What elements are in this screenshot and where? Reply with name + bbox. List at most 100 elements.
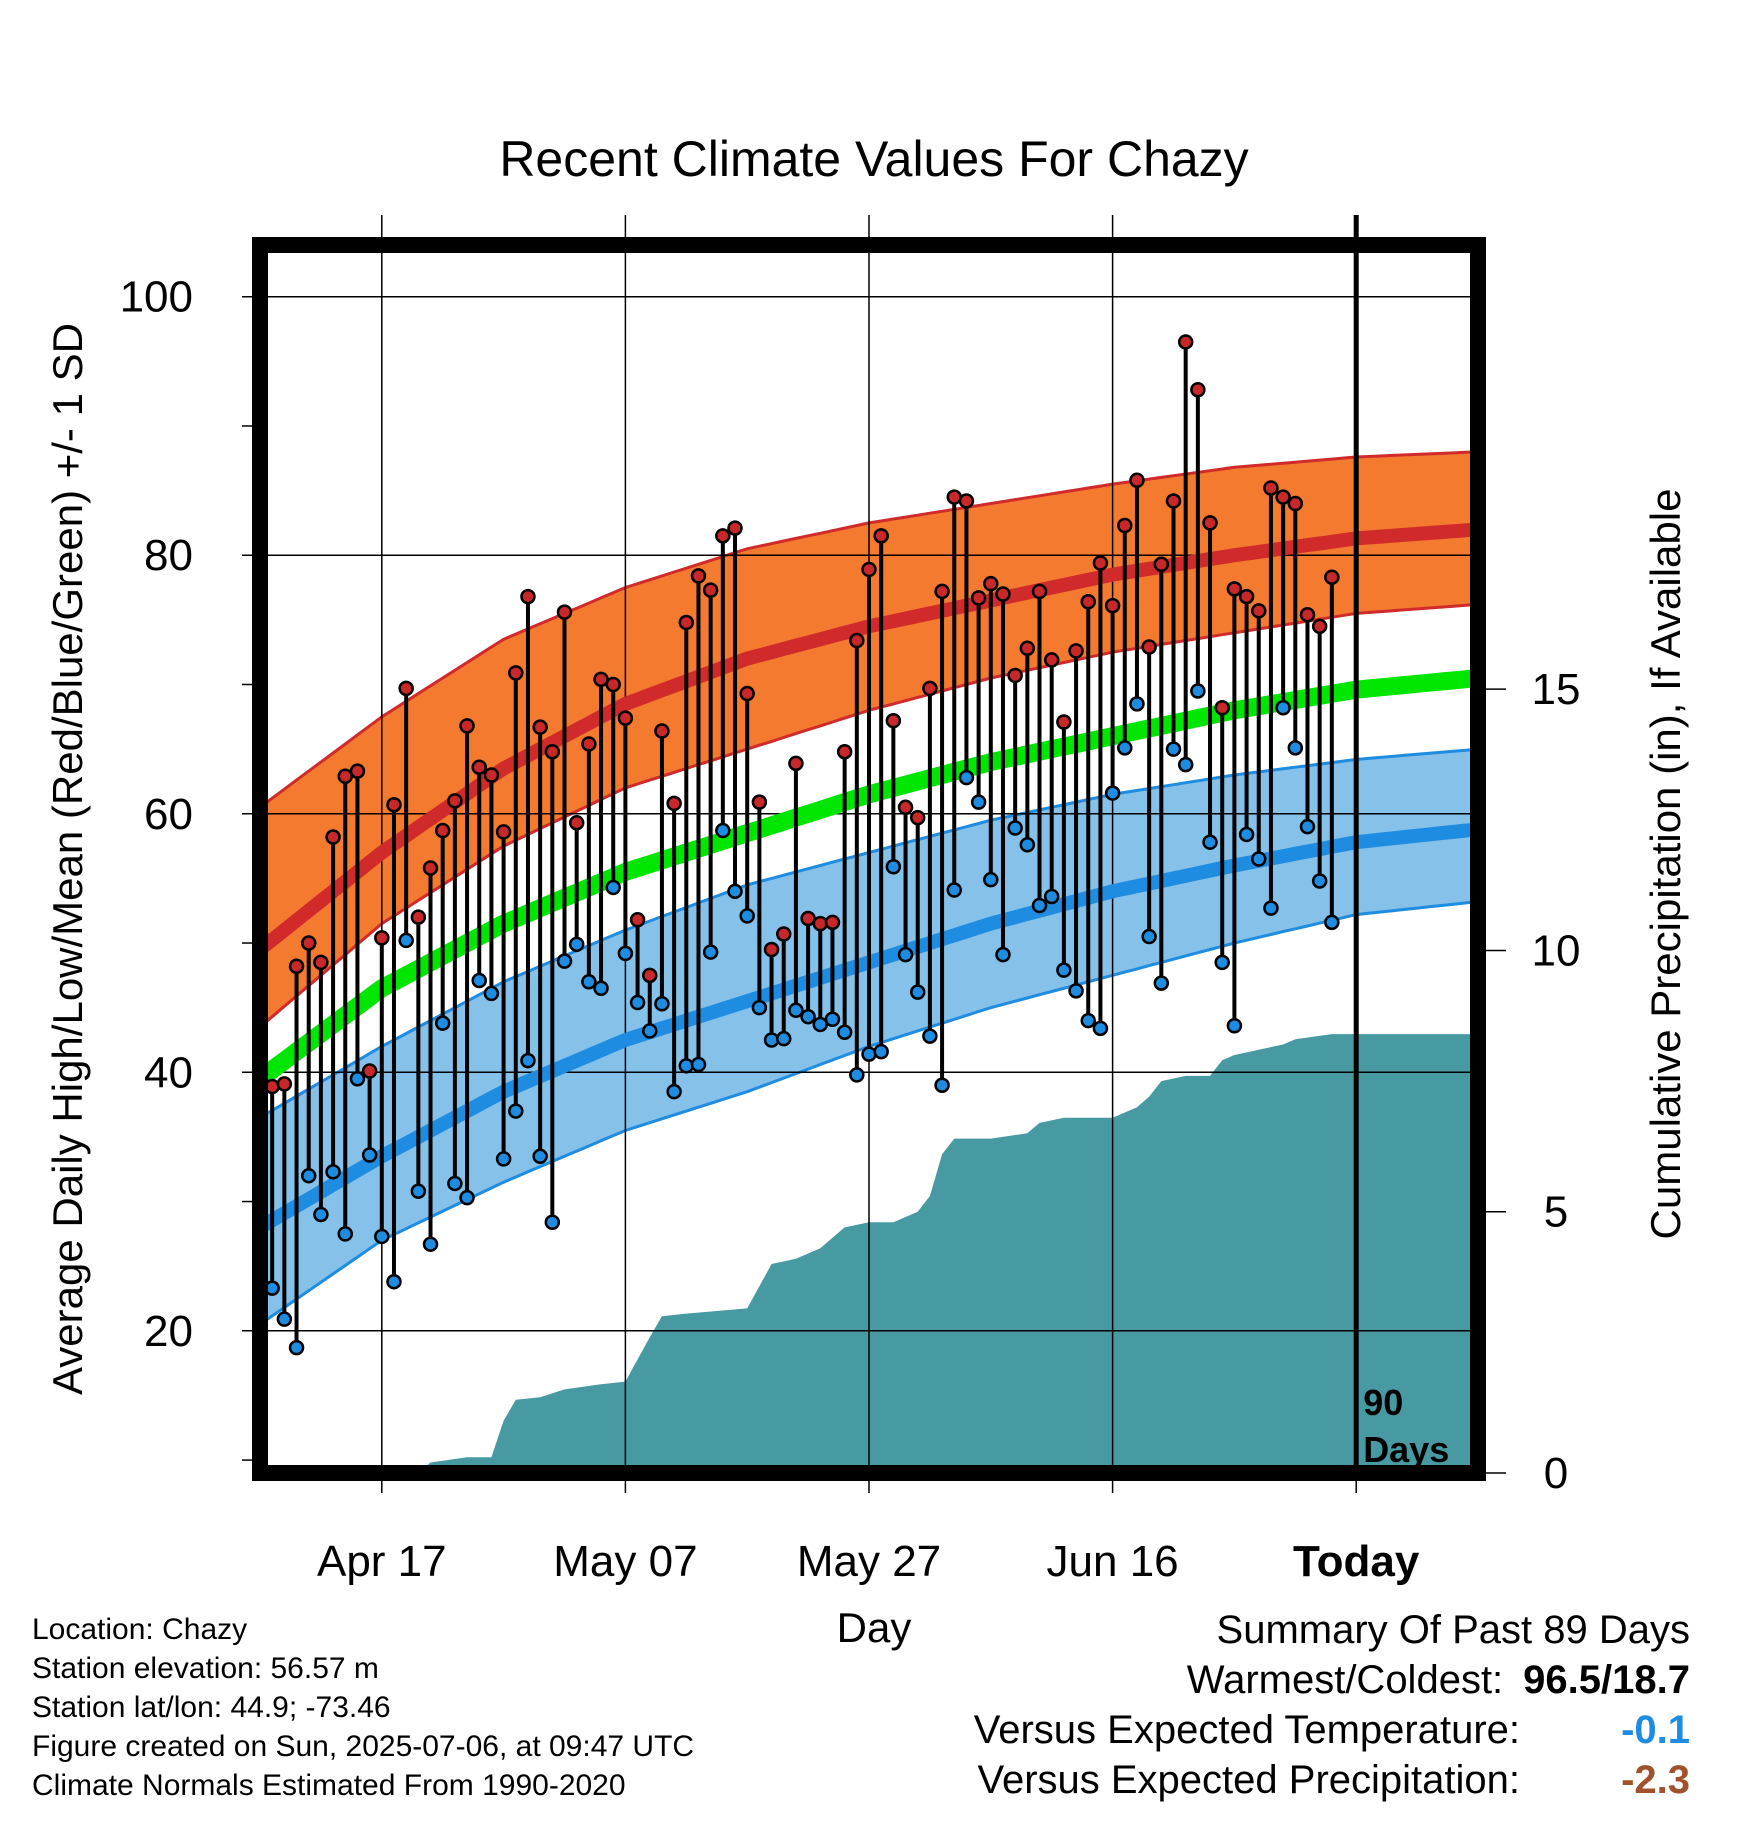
high-point — [788, 755, 804, 772]
low-point — [1275, 700, 1291, 716]
low-point — [654, 996, 670, 1012]
high-point — [313, 954, 329, 971]
x-tick-label: May 07 — [553, 1537, 697, 1586]
low-point — [568, 936, 585, 953]
low-point — [1177, 756, 1194, 773]
high-point — [422, 860, 439, 876]
high-point — [1153, 556, 1170, 573]
x-axis-label: Day — [837, 1604, 912, 1651]
low-point — [532, 1148, 548, 1165]
low-point — [1165, 741, 1182, 757]
y2-tick-label: 0 — [1544, 1449, 1568, 1498]
y-tick-label: 60 — [144, 790, 193, 839]
x-tick-label: May 27 — [797, 1537, 941, 1586]
high-point — [836, 743, 853, 760]
normals-period: Climate Normals Estimated From 1990-2020 — [32, 1769, 626, 1802]
high-point — [1007, 667, 1023, 684]
low-point — [337, 1226, 354, 1242]
warm-cold-value: 96.5/18.7 — [1523, 1658, 1690, 1702]
high-point — [1190, 382, 1206, 398]
summary-title: Summary Of Past 89 Days — [1216, 1608, 1690, 1652]
high-point — [861, 561, 877, 578]
low-point — [556, 953, 573, 969]
summary-panel: Summary Of Past 89 Days Warmest/Coldest:… — [974, 1605, 1690, 1805]
high-point — [520, 588, 536, 605]
high-point — [727, 520, 743, 536]
high-point — [1226, 581, 1243, 597]
low-point — [1056, 962, 1072, 978]
high-point — [508, 665, 524, 681]
y-tick-label: 80 — [144, 531, 193, 580]
high-point — [824, 914, 841, 931]
low-point — [1311, 873, 1328, 889]
high-point — [495, 824, 512, 840]
high-point — [970, 590, 987, 606]
low-point — [690, 1056, 707, 1073]
high-point — [325, 829, 341, 845]
high-point — [434, 822, 451, 839]
high-point — [398, 680, 414, 697]
low-point — [508, 1103, 524, 1119]
summary-warm-cold-row: Warmest/Coldest: 96.5/18.7 — [974, 1655, 1690, 1705]
today-annotation-days-count: 90 — [1363, 1382, 1403, 1423]
high-point — [447, 793, 463, 809]
low-point — [909, 984, 926, 1000]
high-point — [1104, 597, 1121, 614]
low-point — [897, 946, 914, 963]
high-point — [276, 1076, 293, 1092]
precip-anomaly-label: Versus Expected Precipitation: — [977, 1758, 1520, 1802]
high-point — [532, 719, 548, 735]
low-point — [1238, 826, 1255, 843]
low-point — [1263, 900, 1279, 916]
daily-stems — [258, 341, 1334, 1348]
high-point — [739, 685, 755, 702]
high-point — [775, 926, 792, 942]
low-point — [1324, 914, 1340, 931]
high-point — [1251, 603, 1267, 619]
low-point — [1287, 740, 1304, 756]
daily-points — [252, 334, 1340, 1356]
low-point — [666, 1083, 682, 1100]
low-point — [447, 1175, 463, 1192]
low-point — [434, 1015, 451, 1031]
low-point — [727, 883, 743, 900]
low-point — [824, 1011, 841, 1028]
summary-precip-row: Versus Expected Precipitation: -2.3 — [974, 1755, 1690, 1805]
high-point — [654, 723, 670, 739]
high-point — [922, 680, 938, 697]
low-point — [1214, 954, 1230, 971]
low-point — [1117, 740, 1133, 756]
low-point — [617, 945, 634, 962]
low-point — [1299, 818, 1316, 835]
high-point — [617, 710, 634, 726]
warm-cold-label: Warmest/Coldest: — [1186, 1658, 1504, 1702]
high-point — [581, 736, 597, 752]
low-point — [1129, 696, 1145, 712]
low-point — [946, 882, 963, 898]
low-point — [702, 944, 719, 960]
low-point — [885, 859, 902, 875]
high-point — [715, 528, 731, 544]
low-point — [386, 1273, 402, 1290]
chart-title: Recent Climate Values For Chazy — [499, 131, 1248, 187]
high-point — [288, 958, 305, 975]
station-elevation: Station elevation: 56.57 m — [32, 1652, 379, 1685]
summary-temp-row: Versus Expected Temperature: -0.1 — [974, 1705, 1690, 1755]
low-point — [922, 1028, 938, 1044]
low-point — [1007, 820, 1023, 836]
y-tick-label: 20 — [144, 1307, 193, 1356]
low-point — [1202, 834, 1218, 850]
low-point — [1092, 1020, 1109, 1037]
high-point — [885, 712, 902, 729]
low-point — [958, 769, 975, 786]
low-point — [313, 1206, 329, 1223]
low-point — [739, 908, 755, 924]
high-point — [934, 583, 950, 600]
high-point — [1031, 583, 1048, 600]
station-latlon: Station lat/lon: 44.9; -73.46 — [32, 1691, 391, 1724]
low-point — [1190, 683, 1206, 699]
high-point — [1202, 515, 1218, 531]
low-point — [349, 1070, 366, 1087]
low-point — [471, 972, 487, 989]
